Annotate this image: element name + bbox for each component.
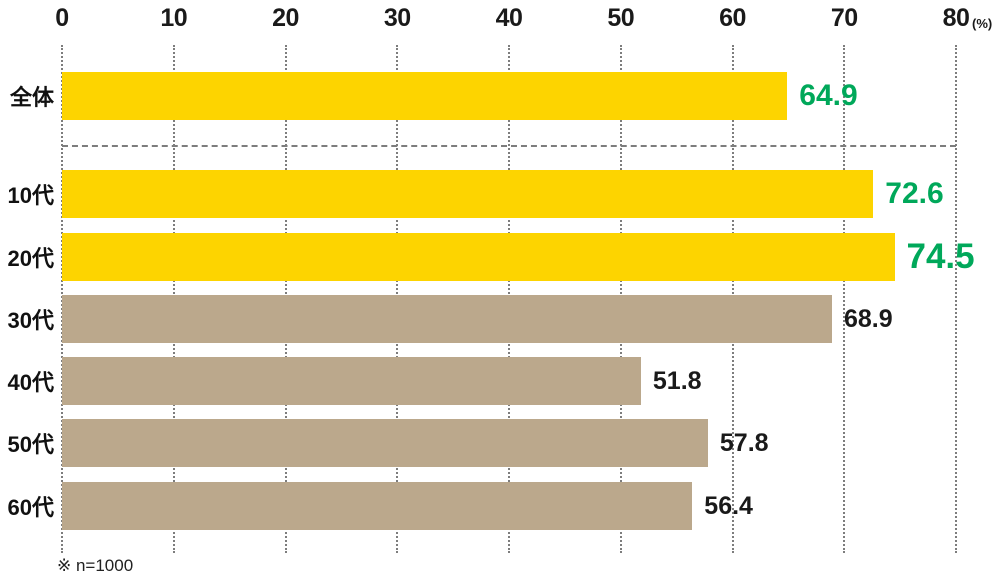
x-axis-tick-label: 30	[383, 4, 411, 32]
separator-line	[62, 145, 956, 147]
category-label: 10代	[7, 183, 54, 208]
value-label: 64.9	[799, 79, 858, 112]
bar	[62, 482, 693, 530]
bar	[62, 357, 641, 405]
value-label: 74.5	[906, 237, 975, 276]
x-axis-tick-label: 50	[607, 4, 635, 32]
value-label: 68.9	[844, 304, 893, 333]
bar	[62, 419, 708, 467]
x-axis-tick-label: 20	[272, 4, 299, 32]
x-axis-tick-label: 40	[495, 4, 523, 32]
x-axis-tick-label: 80	[942, 4, 970, 32]
value-label: 72.6	[885, 177, 944, 210]
value-label: 56.4	[704, 491, 753, 520]
x-axis-tick-label: 10	[160, 4, 188, 32]
value-label: 51.8	[652, 366, 702, 395]
category-label: 60代	[7, 495, 54, 520]
gridline	[955, 45, 957, 553]
gridline	[843, 45, 846, 553]
x-axis-unit-label: (%)	[972, 16, 993, 31]
category-label: 50代	[7, 432, 54, 457]
bar	[62, 233, 895, 281]
bar	[62, 295, 832, 343]
bar	[62, 72, 788, 120]
x-axis-tick-label: 0	[55, 4, 69, 32]
category-label: 20代	[7, 246, 54, 271]
value-label: 57.8	[719, 428, 769, 457]
category-label: 全体	[9, 85, 54, 110]
category-label: 30代	[7, 308, 54, 333]
footnote: ※ n=1000	[57, 556, 134, 575]
bar	[62, 170, 874, 218]
x-axis-tick-label: 70	[830, 4, 858, 32]
x-axis-tick-label: 60	[719, 4, 746, 32]
category-label: 40代	[7, 370, 54, 395]
